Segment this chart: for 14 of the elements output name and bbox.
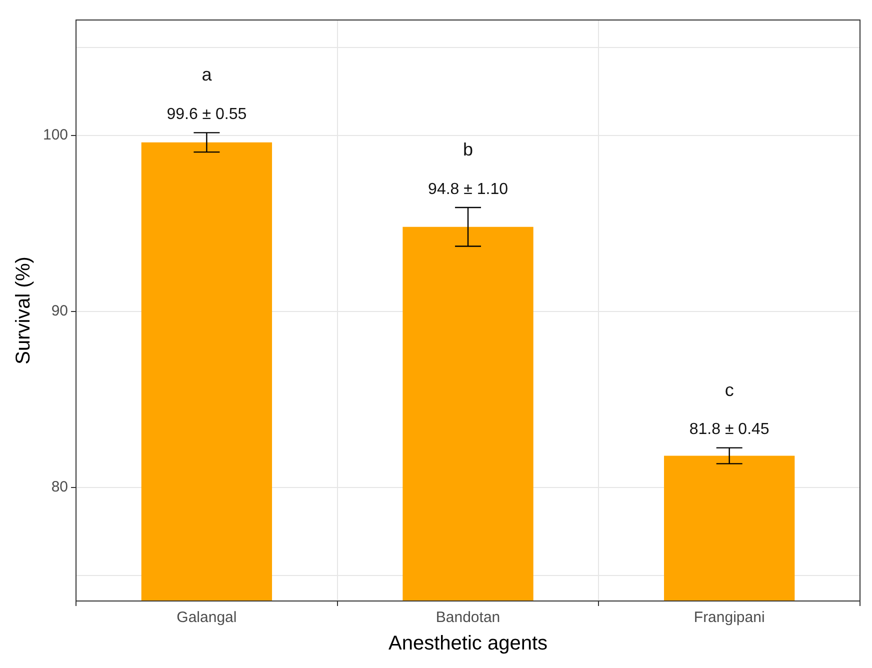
y-axis-title: Survival (%) (12, 256, 35, 364)
y-tick-label: 100 (42, 126, 68, 144)
annotation: c (724, 380, 734, 400)
y-tick-label: 90 (51, 302, 68, 320)
x-tick-label: Galangal (176, 609, 237, 626)
x-tick-label: Frangipani (694, 609, 765, 626)
data-label: 81.8 ± 0.45 (689, 421, 770, 438)
data-label: 94.8 ± 1.10 (428, 180, 508, 198)
annotation: b (463, 139, 474, 160)
data-label: 99.6 ± 0.55 (166, 106, 247, 124)
x-tick-label: Bandotan (436, 609, 500, 626)
x-axis-title: Anesthetic agents (388, 632, 548, 655)
y-tick-label: 80 (51, 478, 68, 496)
annotation: a (202, 64, 213, 85)
